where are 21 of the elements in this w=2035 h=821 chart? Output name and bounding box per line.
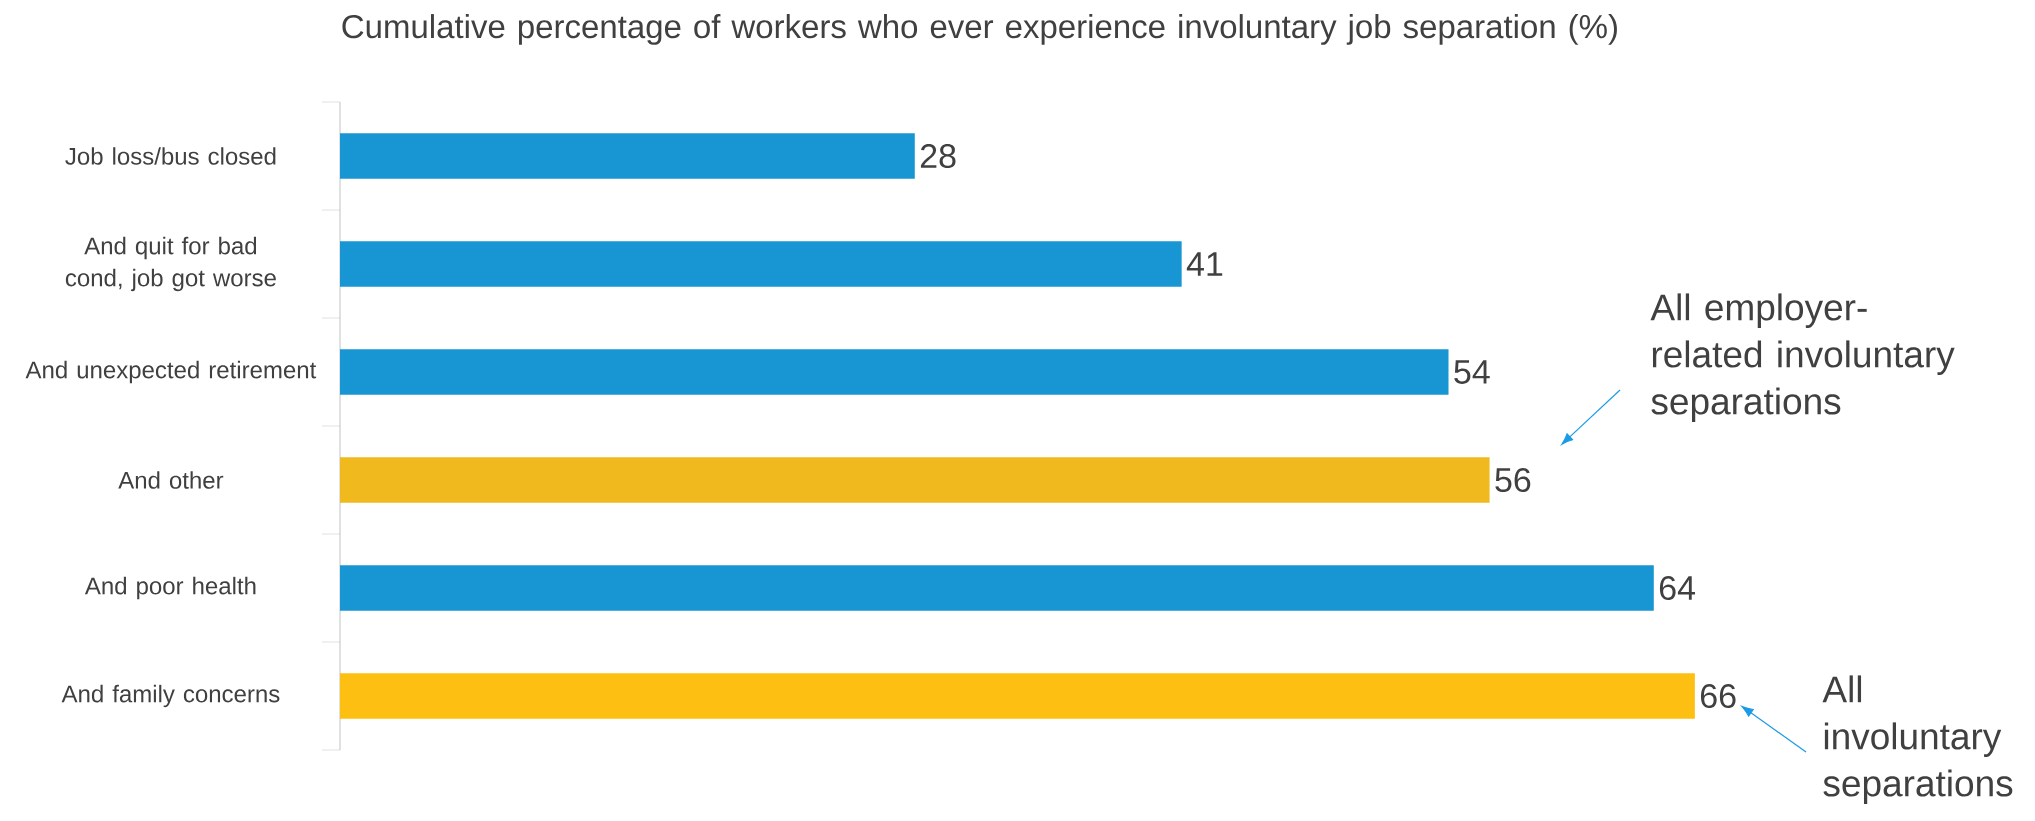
bar (340, 565, 1654, 611)
data-label: 41 (1186, 252, 1223, 276)
y-tick-label: And family concerns (61, 684, 280, 708)
y-tick-label: And poor health (84, 576, 256, 600)
data-label: 64 (1659, 575, 1696, 601)
data-label: 56 (1495, 467, 1531, 493)
data-label: 54 (1454, 360, 1490, 384)
annotation: All employer-related involuntary separations (1650, 293, 1955, 422)
bar (340, 349, 1449, 395)
chart-title: Cumulative percentage of workers who ever experience involuntary job separation (%) (342, 14, 1617, 45)
data-label: 66 (1700, 683, 1736, 709)
data-label: 28 (920, 143, 956, 169)
y-tick-label: And quit for bad cond, job got worse (65, 236, 276, 292)
bar (340, 457, 1490, 503)
y-tick-label: And unexpected retirement (25, 360, 317, 384)
bar (340, 673, 1695, 719)
y-tick-label: And other (118, 471, 224, 489)
y-tick-label: Job loss/bus closed (65, 147, 276, 165)
text: All involuntary separations (1822, 675, 2013, 804)
bar (340, 133, 915, 179)
bar (340, 241, 1182, 287)
